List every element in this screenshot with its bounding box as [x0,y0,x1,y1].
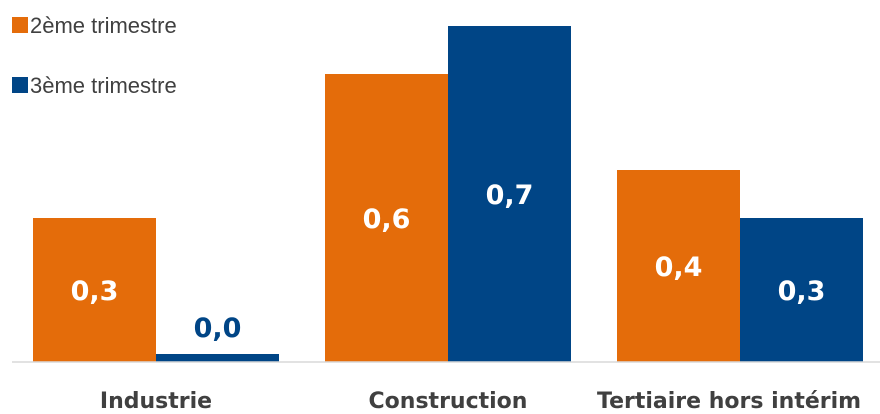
data-label-industrie-q3: 0,0 [194,313,242,344]
legend-swatch-q2 [12,17,28,33]
data-label-industrie-q2: 0,3 [71,276,119,307]
bar-industrie-q3 [156,354,279,362]
category-label-industrie: Industrie [100,389,212,414]
data-label-construction-q2: 0,6 [363,204,411,235]
legend-label-q2: 2ème trimestre [30,13,177,38]
legend: 2ème trimestre 3ème trimestre [12,13,177,98]
data-label-construction-q3: 0,7 [486,180,534,211]
bar-tertiaire-q3 [740,218,863,362]
data-label-tertiaire-q2: 0,4 [655,252,703,283]
bar-industrie-q2 [33,218,156,362]
category-label-construction: Construction [369,389,528,414]
data-labels: 0,3 0,0 0,6 0,7 0,4 0,3 [71,180,826,344]
category-labels: Industrie Construction Tertiaire hors in… [100,389,861,414]
bar-construction-q3 [448,26,571,362]
legend-item-q3: 3ème trimestre [12,73,177,98]
data-label-tertiaire-q3: 0,3 [778,276,826,307]
legend-item-q2: 2ème trimestre [12,13,177,38]
bar-construction-q2 [325,74,448,362]
category-label-tertiaire: Tertiaire hors intérim [597,389,861,414]
legend-label-q3: 3ème trimestre [30,73,177,98]
bars [33,26,863,362]
legend-swatch-q3 [12,77,28,93]
bar-tertiaire-q2 [617,170,740,362]
